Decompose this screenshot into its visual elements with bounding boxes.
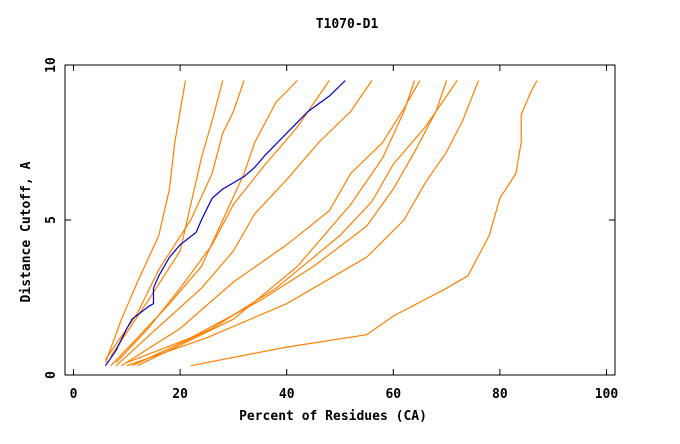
x-tick-label: 100 [595,387,619,402]
series-line [104,80,187,363]
series-line [126,80,480,367]
series-line [121,80,421,367]
x-tick-label: 0 [70,387,78,402]
x-tick-label: 80 [492,387,508,402]
y-tick-label: 0 [44,371,59,379]
series-line [115,80,373,367]
y-axis-label: Distance Cutoff, A [19,161,34,302]
y-tick-label: 10 [44,57,59,73]
series-line [110,80,298,367]
x-tick-label: 40 [279,387,295,402]
y-tick-label: 5 [44,216,59,224]
series-line [105,80,346,367]
series-line [115,80,330,364]
series-line [110,80,224,357]
x-axis-label: Percent of Residues (CA) [239,409,427,424]
series-line [137,80,416,367]
series-line [105,80,245,360]
x-tick-label: 20 [172,387,188,402]
x-tick-label: 60 [385,387,401,402]
series-line [126,80,448,364]
series-line [131,80,458,367]
series-line [190,80,538,367]
chart-title: T1070-D1 [316,17,379,32]
